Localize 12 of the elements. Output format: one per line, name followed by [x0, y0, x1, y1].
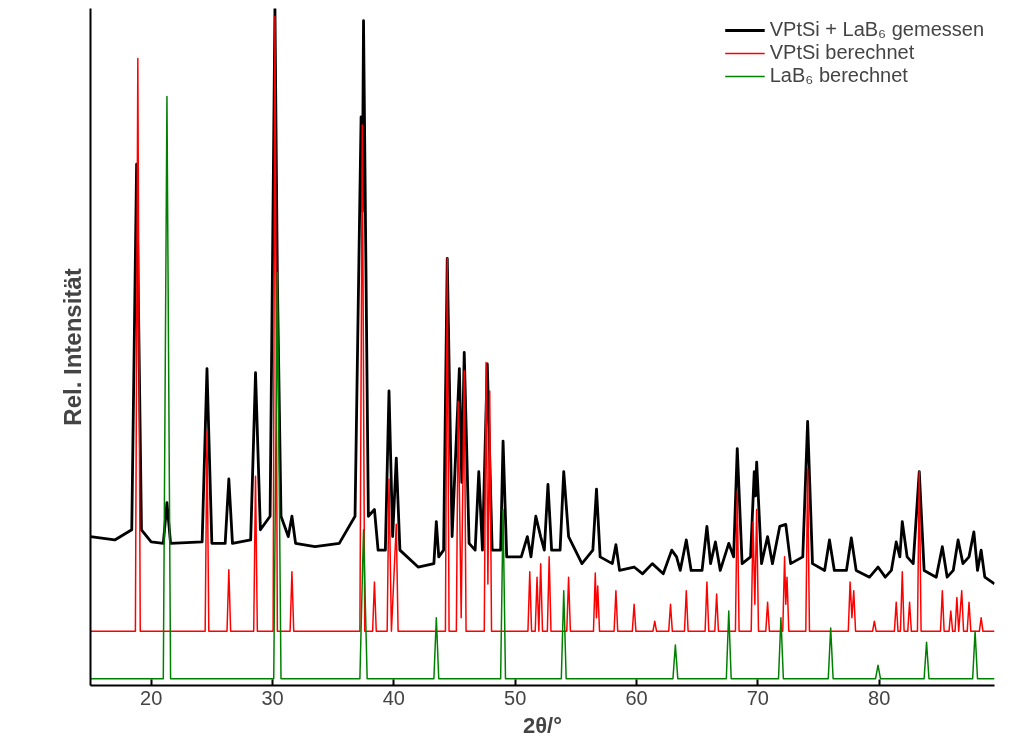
y-axis-title: Rel. Intensität — [58, 268, 86, 426]
x-tick-label: 30 — [261, 686, 284, 709]
legend-label: VPtSi berechnet — [769, 41, 915, 64]
x-axis-title: 2θ/° — [522, 712, 563, 738]
x-tick-label: 50 — [504, 686, 527, 709]
x-tick-label: 40 — [382, 686, 405, 709]
x-tick-label: 60 — [625, 686, 648, 709]
legend-label: VPtSi + LaB₆ gemessen — [769, 18, 984, 41]
x-tick-label: 20 — [140, 686, 163, 709]
legend-label: LaB₆ berechnet — [769, 64, 908, 87]
x-tick-label: 80 — [868, 686, 891, 709]
x-tick-label: 70 — [746, 686, 770, 709]
